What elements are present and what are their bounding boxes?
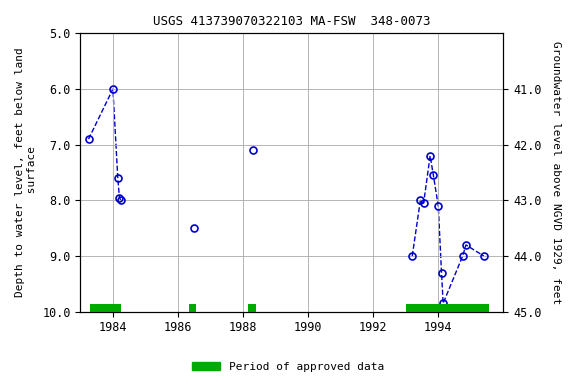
Bar [90,305,121,312]
Legend: Period of approved data: Period of approved data [188,358,388,377]
Bar [248,305,256,312]
Bar [406,305,488,312]
Bar [190,305,196,312]
Y-axis label: Depth to water level, feet below land
 surface: Depth to water level, feet below land su… [15,48,37,297]
Title: USGS 413739070322103 MA-FSW  348-0073: USGS 413739070322103 MA-FSW 348-0073 [153,15,431,28]
Y-axis label: Groundwater level above NGVD 1929, feet: Groundwater level above NGVD 1929, feet [551,41,561,304]
